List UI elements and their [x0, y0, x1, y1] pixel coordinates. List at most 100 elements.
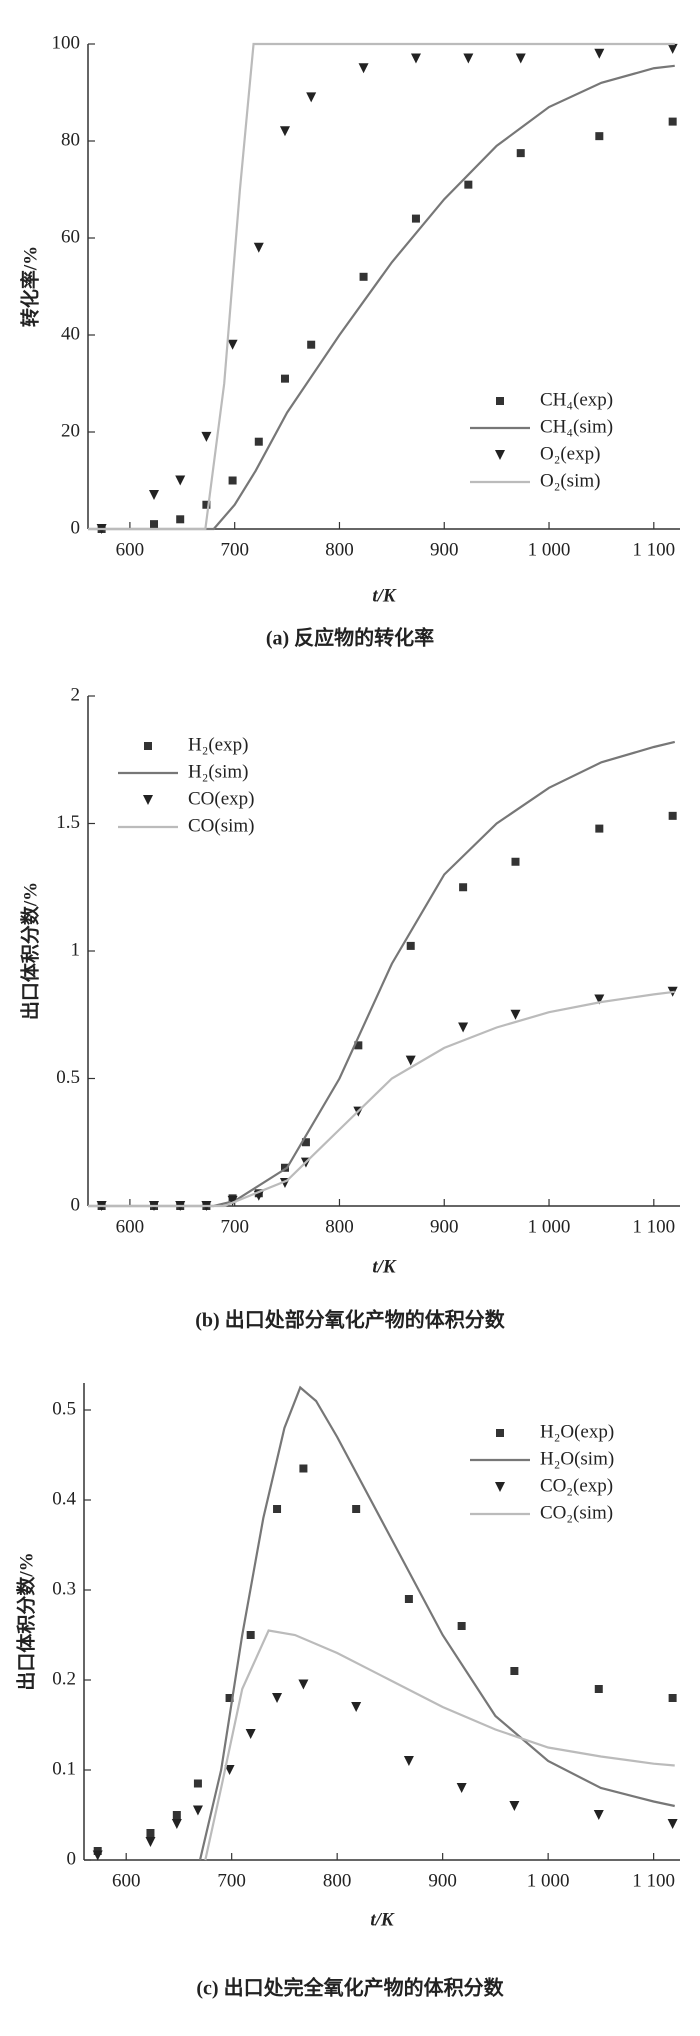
- marker: [92, 1850, 103, 1861]
- y-tick-label: 0: [71, 517, 81, 538]
- marker: [359, 272, 368, 281]
- x-tick-label: 1 100: [632, 1216, 675, 1237]
- legend-marker: [143, 795, 153, 805]
- marker: [201, 431, 212, 442]
- line: [88, 990, 675, 1208]
- marker: [456, 1783, 467, 1793]
- x-tick-label: 600: [116, 1216, 145, 1237]
- legend-label: CO₂(sim): [540, 1502, 613, 1523]
- marker: [403, 1756, 414, 1766]
- marker: [254, 437, 263, 446]
- caption: (a) 反应物的转化率: [266, 626, 434, 650]
- marker: [253, 242, 264, 253]
- legend-label: CH₄(sim): [540, 416, 613, 437]
- marker: [668, 117, 677, 126]
- x-tick-label: 1 100: [632, 539, 675, 560]
- y-tick-label: 0.2: [52, 1668, 76, 1689]
- marker: [595, 824, 604, 833]
- marker: [352, 1505, 361, 1513]
- y-tick-label: 0.4: [52, 1488, 76, 1509]
- legend-label: H₂O(sim): [540, 1448, 614, 1469]
- y-tick-label: 100: [52, 32, 81, 53]
- y-tick-label: 0: [71, 1194, 81, 1215]
- y-tick-label: 1.5: [56, 812, 80, 833]
- marker: [511, 857, 520, 866]
- x-tick-label: 1 000: [528, 1216, 571, 1237]
- x-axis-label: t/K: [372, 1256, 397, 1277]
- legend-label: O₂(sim): [540, 470, 600, 491]
- marker: [171, 1819, 182, 1829]
- y-tick-label: 0: [67, 1848, 77, 1869]
- marker: [358, 63, 369, 74]
- marker: [202, 500, 211, 509]
- marker: [224, 1765, 235, 1775]
- marker: [193, 1779, 202, 1788]
- marker: [227, 339, 238, 350]
- y-tick-label: 0.3: [52, 1578, 76, 1599]
- marker: [405, 1055, 416, 1066]
- legend-label: H₂O(exp): [540, 1421, 614, 1442]
- legend-marker: [496, 397, 504, 405]
- x-tick-label: 600: [116, 539, 145, 560]
- marker: [245, 1729, 256, 1739]
- marker: [457, 1622, 466, 1630]
- marker: [172, 1811, 181, 1819]
- marker: [411, 214, 420, 223]
- x-tick-label: 700: [220, 539, 249, 560]
- marker: [301, 1138, 310, 1147]
- legend-label: CO(sim): [188, 815, 255, 836]
- marker: [146, 1829, 155, 1837]
- y-axis-label: 出口体积分数/%: [14, 1552, 37, 1690]
- legend-marker: [495, 450, 505, 460]
- marker: [307, 340, 316, 349]
- marker: [175, 475, 186, 486]
- marker: [516, 149, 525, 158]
- legend-label: O₂(exp): [540, 443, 600, 464]
- x-tick-label: 1 100: [632, 1870, 675, 1891]
- marker: [299, 1464, 308, 1473]
- marker: [510, 1667, 519, 1675]
- marker: [464, 180, 473, 189]
- legend-label: CO(exp): [188, 788, 254, 809]
- x-tick-label: 1 000: [528, 539, 571, 560]
- marker: [272, 1693, 283, 1703]
- y-tick-label: 1: [71, 939, 81, 960]
- marker: [458, 1022, 469, 1033]
- y-axis-label: 出口体积分数/%: [18, 882, 41, 1020]
- marker: [306, 92, 317, 103]
- line: [88, 42, 675, 531]
- legend-marker: [496, 1429, 504, 1437]
- marker: [410, 53, 421, 64]
- marker: [354, 1041, 363, 1050]
- x-tick-label: 800: [325, 539, 354, 560]
- marker: [192, 1805, 203, 1816]
- x-tick-label: 900: [428, 1870, 457, 1891]
- line: [88, 740, 676, 1208]
- y-tick-label: 40: [61, 323, 80, 344]
- x-tick-label: 900: [430, 539, 459, 560]
- legend-marker: [495, 1482, 505, 1492]
- y-tick-label: 20: [61, 420, 80, 441]
- marker: [668, 1694, 677, 1702]
- y-tick-label: 0.5: [56, 1067, 80, 1088]
- marker: [667, 1819, 678, 1829]
- marker: [145, 1837, 156, 1847]
- marker: [227, 1195, 238, 1206]
- y-tick-label: 0.1: [52, 1758, 76, 1779]
- x-tick-label: 1 000: [527, 1870, 570, 1891]
- y-tick-label: 2: [71, 684, 81, 705]
- x-tick-label: 800: [325, 1216, 354, 1237]
- x-tick-label: 900: [430, 1216, 459, 1237]
- marker: [404, 1595, 413, 1603]
- x-tick-label: 600: [112, 1870, 141, 1891]
- marker: [225, 1694, 234, 1702]
- legend-label: CO₂(exp): [540, 1475, 613, 1496]
- marker: [149, 490, 160, 501]
- x-axis-label: t/K: [370, 1909, 395, 1930]
- line: [88, 64, 675, 531]
- y-tick-label: 0.5: [52, 1398, 76, 1419]
- marker: [176, 515, 185, 524]
- y-tick-label: 60: [61, 226, 80, 247]
- marker: [594, 1685, 603, 1693]
